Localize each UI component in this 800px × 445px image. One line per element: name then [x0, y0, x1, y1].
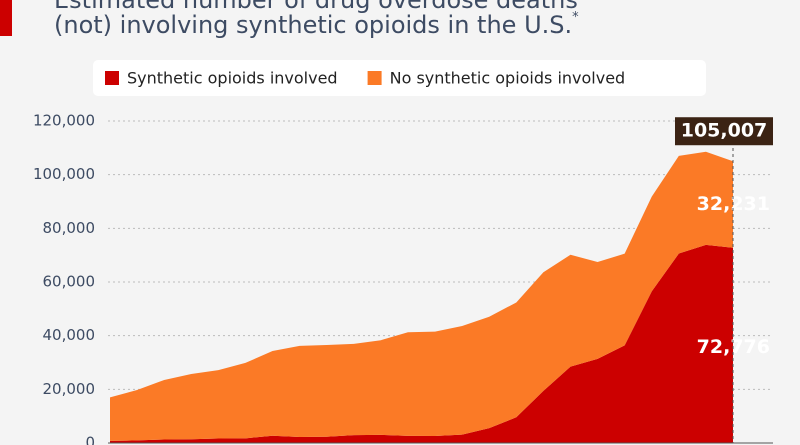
legend-label: Synthetic opioids involved: [127, 69, 338, 88]
y-tick-label: 60,000: [43, 273, 96, 291]
chart-title: (not) involving synthetic opioids in the…: [54, 10, 579, 40]
y-tick-label: 100,000: [33, 165, 95, 183]
y-tick-label: 40,000: [43, 326, 96, 344]
legend-swatch: [105, 71, 119, 85]
y-tick-label: 20,000: [43, 380, 96, 398]
area: [110, 244, 733, 443]
legend-swatch: [367, 71, 382, 85]
total-label-group: 105,007: [675, 117, 773, 146]
area: [110, 151, 733, 441]
y-tick-label: 120,000: [33, 112, 95, 130]
title-note: *: [572, 10, 579, 25]
title-accent: [0, 0, 12, 36]
total-label: 105,007: [681, 120, 768, 142]
title-line: (not) involving synthetic opioids in the…: [54, 11, 572, 39]
chart-title: Estimated number of drug overdose deaths: [54, 0, 578, 14]
legend-label: No synthetic opioids involved: [390, 69, 626, 88]
legend: [93, 60, 706, 96]
total-label-box: [675, 117, 773, 146]
y-tick-label: 80,000: [43, 219, 96, 237]
y-tick-label: 0: [85, 434, 95, 445]
